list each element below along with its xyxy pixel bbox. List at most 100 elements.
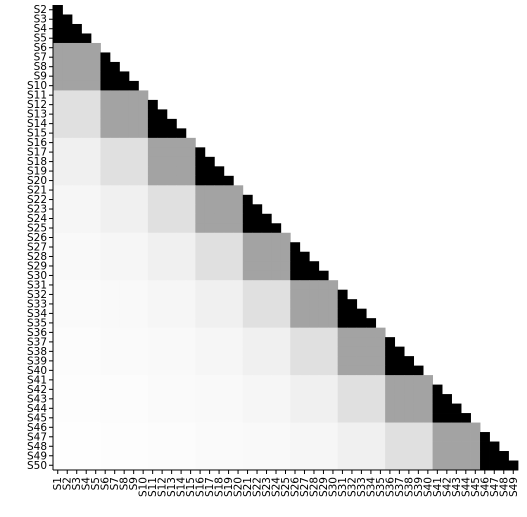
heatmap-cell-S49-S3 <box>71 451 82 461</box>
heatmap-cell-S12-S11 <box>147 99 158 110</box>
heatmap-cell-S43-S13 <box>166 394 177 404</box>
heatmap-cell-S21-S19 <box>223 185 234 196</box>
heatmap-cell-S25-S7 <box>109 223 120 234</box>
heatmap-cell-S36-S30 <box>328 327 339 338</box>
heatmap-cell-S21-S4 <box>81 185 92 196</box>
heatmap-cell-S50-S23 <box>261 460 272 471</box>
heatmap-cell-S32-S31 <box>337 289 348 300</box>
heatmap-cell-S7-S3 <box>71 52 82 63</box>
heatmap-cell-S50-S3 <box>71 460 82 471</box>
heatmap-cell-S44-S14 <box>176 403 187 414</box>
heatmap-cell-S8-S5 <box>90 61 101 72</box>
row-label-S41: S41 <box>27 374 47 386</box>
heatmap-cell-S38-S21 <box>242 346 253 357</box>
heatmap-cell-S35-S25 <box>280 318 291 329</box>
heatmap-cell-S34-S29 <box>318 308 329 319</box>
heatmap-cell-S28-S16 <box>195 251 206 262</box>
heatmap-cell-S48-S10 <box>138 441 149 452</box>
heatmap-cell-S23-S4 <box>81 204 92 215</box>
heatmap-cell-S46-S43 <box>451 422 462 433</box>
heatmap-cell-S39-S30 <box>328 356 339 367</box>
heatmap-cell-S50-S12 <box>157 460 168 471</box>
heatmap-cell-S9-S3 <box>71 71 82 82</box>
heatmap-cell-S50-S22 <box>252 460 263 471</box>
col-label-S3: S3 <box>71 477 83 490</box>
heatmap-cell-S36-S12 <box>157 327 168 338</box>
heatmap-cell-S26-S8 <box>119 232 130 243</box>
heatmap-cell-S37-S15 <box>185 337 196 348</box>
heatmap-cell-S36-S5 <box>90 327 101 338</box>
heatmap-cell-S30-S19 <box>223 270 234 281</box>
heatmap-cell-S36-S19 <box>223 327 234 338</box>
heatmap-cell-S30-S12 <box>157 270 168 281</box>
heatmap-cell-S24-S3 <box>71 213 82 224</box>
heatmap-cell-S37-S5 <box>90 337 101 348</box>
heatmap-cell-S33-S18 <box>214 299 225 310</box>
heatmap-cell-S50-S17 <box>204 460 215 471</box>
heatmap-cell-S22-S2 <box>62 194 73 205</box>
heatmap-cell-S38-S28 <box>309 346 320 357</box>
heatmap-cell-S33-S26 <box>290 299 301 310</box>
col-label-S20: S20 <box>233 477 245 497</box>
heatmap-cell-S46-S37 <box>394 422 405 433</box>
heatmap-cell-S33-S3 <box>71 299 82 310</box>
heatmap-cell-S39-S21 <box>242 356 253 367</box>
heatmap-cell-S44-S11 <box>147 403 158 414</box>
heatmap-cell-S35-S10 <box>138 318 149 329</box>
heatmap-cell-S44-S25 <box>280 403 291 414</box>
heatmap-cell-S44-S7 <box>109 403 120 414</box>
heatmap-cell-S22-S1 <box>53 194 63 205</box>
heatmap-cell-S38-S37 <box>394 346 405 357</box>
heatmap-cell-S17-S2 <box>62 147 73 158</box>
heatmap-cell-S39-S26 <box>290 356 301 367</box>
heatmap-cell-S37-S7 <box>109 337 120 348</box>
heatmap-cell-S40-S33 <box>356 365 367 376</box>
heatmap-cell-S36-S3 <box>71 327 82 338</box>
heatmap-cell-S29-S10 <box>138 261 149 272</box>
heatmap-cell-S30-S26 <box>290 270 301 281</box>
heatmap-cell-S20-S5 <box>90 175 101 186</box>
heatmap-cell-S44-S8 <box>119 403 130 414</box>
heatmap-cell-S25-S18 <box>214 223 225 234</box>
heatmap-cell-S31-S7 <box>109 280 120 291</box>
heatmap-cell-S28-S11 <box>147 251 158 262</box>
heatmap-cell-S6-S1 <box>53 42 63 53</box>
heatmap-cell-S41-S31 <box>337 375 348 385</box>
heatmap-cell-S43-S40 <box>423 394 433 404</box>
heatmap-cell-S39-S27 <box>299 356 310 367</box>
heatmap-cell-S39-S32 <box>347 356 358 367</box>
col-label-S32: S32 <box>346 477 358 497</box>
heatmap-cell-S33-S9 <box>128 299 139 310</box>
heatmap-cell-S30-S27 <box>299 270 310 281</box>
heatmap-cell-S40-S20 <box>233 365 244 376</box>
col-label-S14: S14 <box>176 477 188 497</box>
heatmap-cell-S38-S27 <box>299 346 310 357</box>
heatmap-cell-S10-S9 <box>128 80 139 91</box>
heatmap-cell-S11-S1 <box>53 90 63 101</box>
heatmap-cell-S43-S6 <box>100 394 111 404</box>
heatmap-cell-S17-S3 <box>71 147 82 158</box>
col-label-S29: S29 <box>318 477 330 497</box>
heatmap-cell-S23-S6 <box>100 204 111 215</box>
heatmap-cell-S48-S39 <box>413 441 424 452</box>
heatmap-cell-S41-S17 <box>204 375 215 385</box>
heatmap-cell-S27-S12 <box>157 242 168 253</box>
heatmap-cell-S29-S8 <box>119 261 130 272</box>
heatmap-cell-S49-S5 <box>90 451 101 461</box>
heatmap-cell-S49-S24 <box>271 451 282 461</box>
heatmap-cell-S15-S12 <box>157 128 168 139</box>
heatmap-cell-S47-S28 <box>309 432 320 442</box>
heatmap-cell-S44-S20 <box>233 403 244 414</box>
heatmap-cell-S45-S3 <box>71 413 82 423</box>
row-label-S48: S48 <box>27 441 47 453</box>
heatmap-cell-S17-S16 <box>195 147 206 158</box>
col-label-S12: S12 <box>157 477 169 497</box>
heatmap-cell-S26-S23 <box>261 232 272 243</box>
heatmap-cell-S22-S4 <box>81 194 92 205</box>
heatmap-cell-S47-S42 <box>442 432 452 442</box>
heatmap-cell-S30-S20 <box>233 270 244 281</box>
heatmap-cell-S12-S9 <box>128 99 139 110</box>
heatmap-cell-S13-S10 <box>138 109 149 120</box>
heatmap-cell-S41-S38 <box>404 375 415 385</box>
heatmap-cell-S26-S13 <box>166 232 177 243</box>
